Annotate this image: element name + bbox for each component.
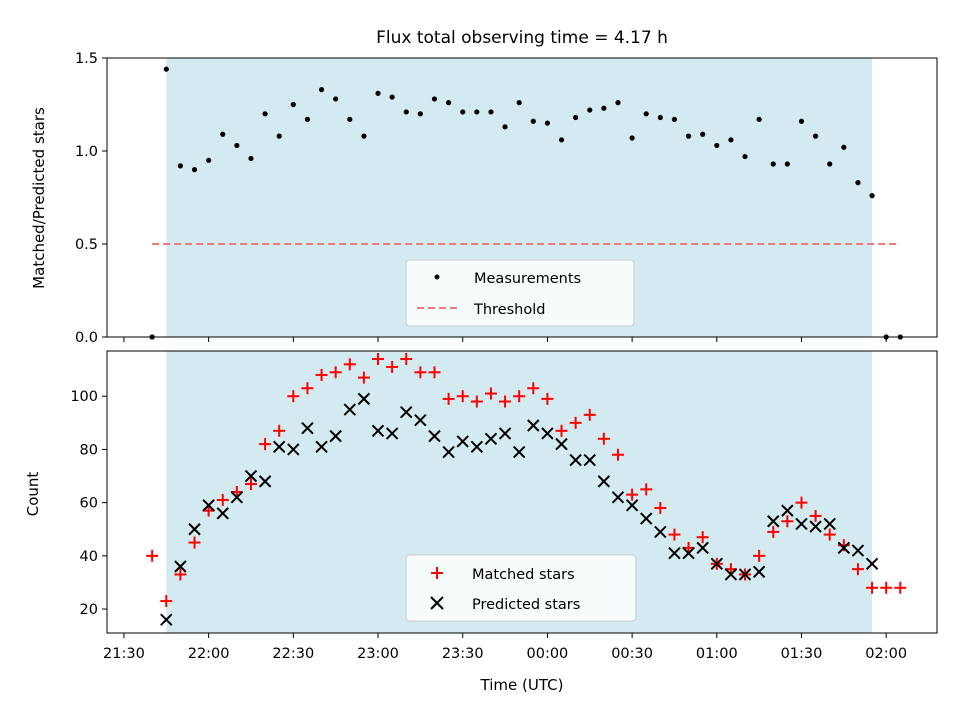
matched-star-point [894, 582, 906, 594]
measurement-point [869, 193, 874, 198]
measurement-point [644, 111, 649, 116]
measurement-point [700, 132, 705, 137]
measurement-point [262, 111, 267, 116]
measurement-point [502, 124, 507, 129]
x-tick-label: 22:30 [272, 646, 314, 662]
measurement-point [855, 180, 860, 185]
measurement-point [446, 100, 451, 105]
measurement-point [178, 163, 183, 168]
measurement-point [785, 161, 790, 166]
measurement-point [658, 115, 663, 120]
measurement-point [573, 115, 578, 120]
y-tick-label: 1.0 [75, 144, 98, 160]
measurement-point [192, 167, 197, 172]
matched-star-point [880, 582, 892, 594]
measurement-point [291, 102, 296, 107]
matched-star-point [146, 550, 158, 562]
bottom-panel: Count Time (UTC) 20 40 60 80 100 21:30 22:00 22… [24, 351, 937, 694]
measurement-point [206, 158, 211, 163]
y-tick-label: 40 [80, 549, 98, 565]
measurement-point [333, 96, 338, 101]
measurement-point [587, 107, 592, 112]
y-tick-label: 100 [70, 389, 98, 405]
measurement-point [432, 96, 437, 101]
measurement-point [615, 100, 620, 105]
measurement-point [728, 137, 733, 142]
y-tick-label: 60 [80, 496, 98, 512]
x-tick-label: 01:00 [696, 646, 738, 662]
legend-matched-label: Matched stars [472, 567, 575, 583]
legend-predicted-label: Predicted stars [472, 597, 580, 613]
measurement-point [559, 137, 564, 142]
bottom-y-axis-label: Count [24, 472, 42, 517]
measurement-point [404, 109, 409, 114]
measurement-point [827, 161, 832, 166]
x-tick-label: 21:30 [103, 646, 145, 662]
measurement-point [545, 121, 550, 126]
figure: Flux total observing time = 4.17 h Match… [0, 0, 960, 720]
legend-threshold-label: Threshold [473, 302, 545, 318]
measurement-point [277, 134, 282, 139]
y-tick-label: 20 [80, 602, 98, 618]
measurement-point [460, 109, 465, 114]
measurement-point [164, 67, 169, 72]
measurement-point [517, 100, 522, 105]
y-tick-label: 1.5 [75, 51, 98, 67]
measurement-point [390, 94, 395, 99]
x-tick-label: 02:00 [865, 646, 907, 662]
x-tick-label: 23:30 [442, 646, 484, 662]
legend-measurements-marker [435, 275, 440, 280]
x-tick-label: 23:00 [357, 646, 399, 662]
measurement-point [630, 135, 635, 140]
measurement-point [319, 87, 324, 92]
measurement-point [813, 134, 818, 139]
measurement-point [531, 119, 536, 124]
measurement-point [234, 143, 239, 148]
bottom-x-axis-label: Time (UTC) [480, 676, 564, 694]
top-panel: Flux total observing time = 4.17 h Match… [30, 28, 937, 346]
y-tick-label: 0.0 [75, 330, 98, 346]
x-tick-label: 01:30 [781, 646, 823, 662]
measurement-point [672, 117, 677, 122]
measurement-point [418, 111, 423, 116]
top-y-axis-label: Matched/Predicted stars [30, 107, 48, 289]
measurement-point [488, 109, 493, 114]
measurement-point [714, 143, 719, 148]
top-chart-title: Flux total observing time = 4.17 h [376, 28, 668, 48]
measurement-point [757, 117, 762, 122]
y-tick-label: 80 [80, 442, 98, 458]
x-tick-label: 00:30 [611, 646, 653, 662]
y-tick-label: 0.5 [75, 237, 98, 253]
top-legend: Measurements Threshold [406, 260, 634, 326]
x-tick-label: 00:00 [527, 646, 569, 662]
measurement-point [375, 91, 380, 96]
measurement-point [742, 154, 747, 159]
measurement-point [841, 145, 846, 150]
measurement-point [248, 156, 253, 161]
legend-measurements-label: Measurements [474, 271, 581, 287]
measurement-point [305, 117, 310, 122]
measurement-point [347, 117, 352, 122]
bottom-legend: Matched stars Predicted stars [406, 555, 636, 621]
measurement-point [799, 119, 804, 124]
measurement-point [220, 132, 225, 137]
measurement-point [474, 109, 479, 114]
x-tick-label: 22:00 [188, 646, 230, 662]
measurement-point [601, 106, 606, 111]
measurement-point [771, 161, 776, 166]
measurement-point [361, 134, 366, 139]
measurement-point [686, 134, 691, 139]
